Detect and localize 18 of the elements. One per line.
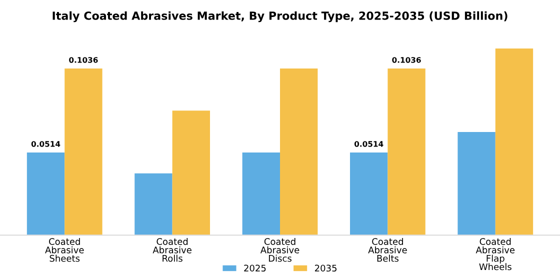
x-tick-label: Coated Abrasive Belts <box>368 238 407 262</box>
bar <box>458 132 496 236</box>
bar <box>350 152 388 236</box>
bar <box>172 110 210 236</box>
legend-label: 2025 <box>244 264 266 272</box>
bar <box>280 68 318 236</box>
bar <box>388 68 426 236</box>
bar <box>495 48 534 236</box>
bar <box>134 173 172 236</box>
legend-label: 2035 <box>314 264 336 272</box>
chart-title: Italy Coated Abrasives Market, By Product Type, 2025-2035 (USD Billion) <box>52 11 508 22</box>
x-tick-label: Coated Abrasive Sheets <box>45 238 84 262</box>
bar <box>242 152 280 236</box>
bar <box>26 152 65 236</box>
bar <box>64 68 102 236</box>
x-tick-label: Coated Abrasive Flap Wheels <box>476 238 515 270</box>
x-tick-label: Coated Abrasive Rolls <box>152 238 192 262</box>
x-tick-label: Coated Abrasive Discs <box>260 238 300 262</box>
